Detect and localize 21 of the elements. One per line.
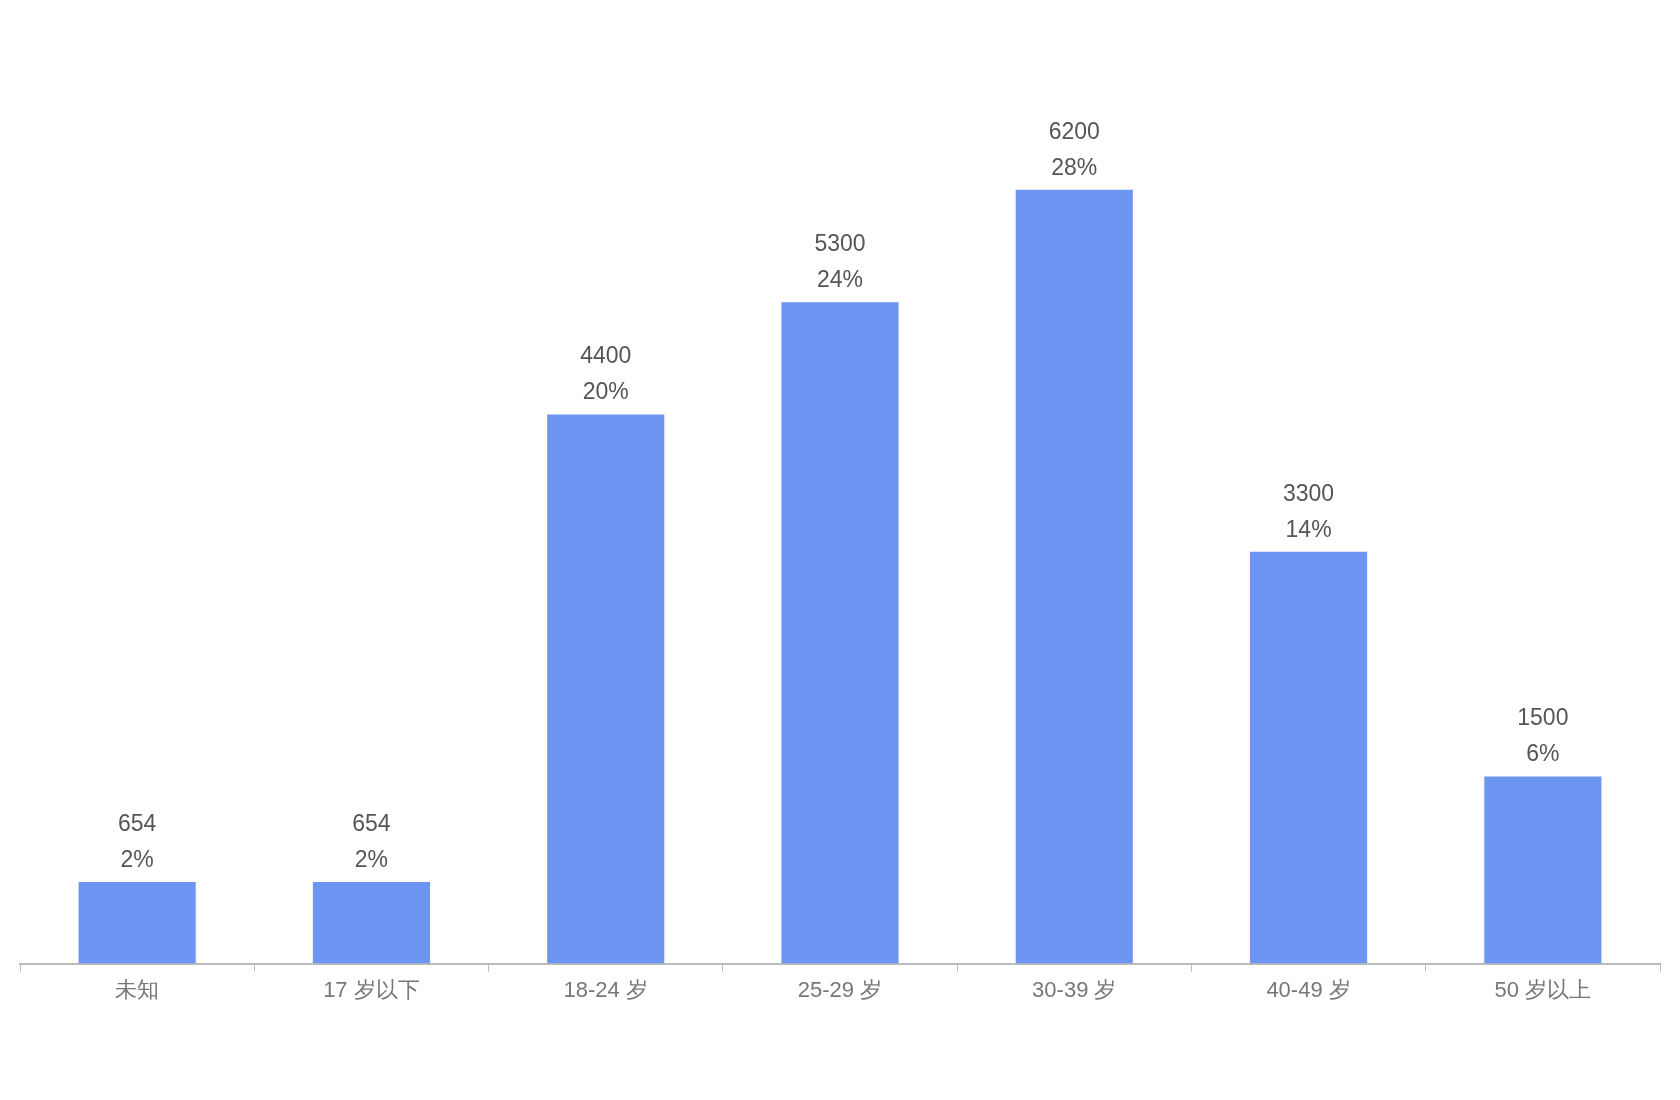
data-label: 4400 20% — [580, 342, 632, 405]
data-label: 654 2% — [352, 809, 391, 872]
data-label: 3300 14% — [1282, 479, 1335, 542]
x-tick-label: 50 岁以上 — [1494, 976, 1592, 1002]
x-tick-label: 17 岁以下 — [323, 976, 420, 1002]
data-label: 654 2% — [117, 809, 157, 872]
bar — [78, 881, 196, 964]
data-label: 6200 28% — [1048, 117, 1100, 180]
bar — [547, 414, 665, 964]
bar — [1015, 189, 1133, 964]
x-tick-label: 25-29 岁 — [797, 976, 883, 1002]
x-tick-label: 未知 — [115, 976, 160, 1002]
bar — [781, 302, 899, 964]
bar — [1484, 776, 1602, 964]
data-label: 5300 24% — [814, 230, 866, 292]
bar — [312, 881, 430, 964]
data-label: 1500 6% — [1517, 704, 1569, 767]
x-tick-label: 40-49 岁 — [1266, 976, 1351, 1002]
x-tick-label: 18-24 岁 — [563, 976, 648, 1002]
bar — [1250, 551, 1368, 964]
x-tick-label: 30-39 岁 — [1032, 976, 1117, 1002]
